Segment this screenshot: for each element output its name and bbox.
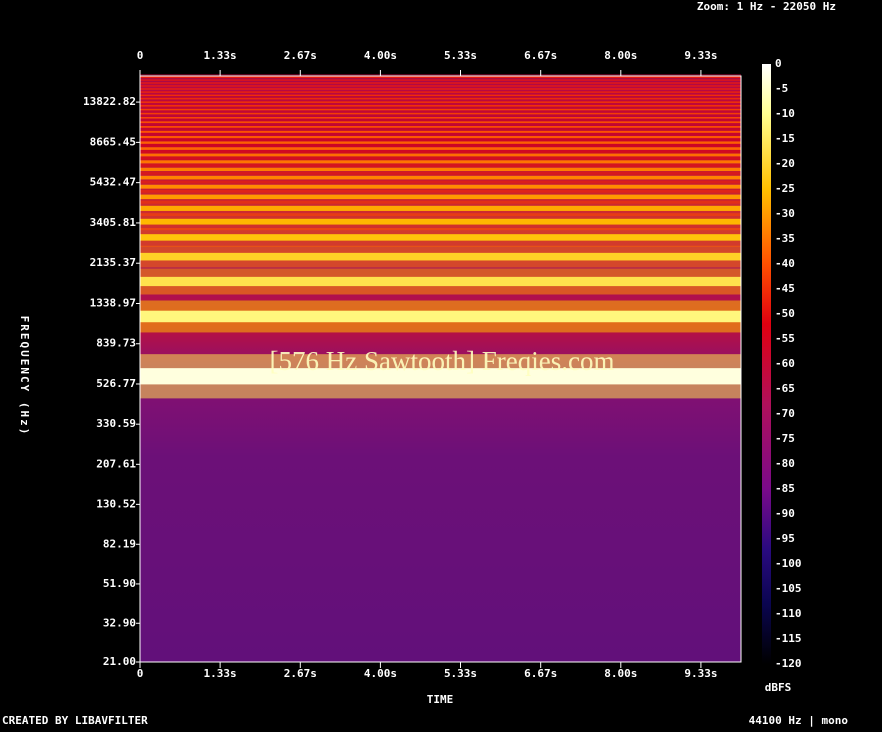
y-tick-label: 207.61 (96, 457, 136, 470)
harmonic-band (140, 175, 741, 180)
harmonic-band (140, 91, 741, 93)
harmonic-band (140, 94, 741, 96)
harmonic-band (140, 276, 741, 287)
y-tick-label: 130.52 (96, 497, 136, 510)
zoom-label: Zoom: 1 Hz - 22050 Hz (697, 0, 836, 13)
y-tick-label: 13822.82 (83, 95, 136, 108)
annotation: [576 Hz Sawtooth] Freqies.com (270, 346, 615, 376)
harmonic-band (140, 141, 741, 144)
x-tick-label-bottom: 2.67s (284, 667, 317, 680)
y-tick-label: 32.90 (103, 616, 136, 629)
harmonic-band (140, 184, 741, 189)
colorbar-tick-label: -70 (775, 407, 795, 420)
harmonic-band (140, 310, 741, 323)
plot-frame (139, 75, 742, 663)
x-tick-label-bottom: 8.00s (604, 667, 637, 680)
harmonic-bands (140, 74, 741, 399)
harmonic-band (140, 104, 741, 107)
colorbar-tick-label: -65 (775, 382, 795, 395)
x-tick-label-bottom: 9.33s (684, 667, 717, 680)
colorbar-tick-label: -110 (775, 607, 802, 620)
colorbar-tick-label: -80 (775, 457, 795, 470)
harmonic-band (140, 160, 741, 164)
y-tick-label: 51.90 (103, 577, 136, 590)
harmonic-band (140, 130, 741, 133)
harmonic-band (140, 218, 741, 225)
x-tick-label-top: 2.67s (284, 49, 317, 62)
y-tick-label: 330.59 (96, 417, 136, 430)
y-tick-label: 1338.97 (90, 296, 136, 309)
y-tick-label: 5432.47 (90, 176, 136, 189)
y-tick-label: 21.00 (103, 655, 136, 668)
harmonic-band (140, 108, 741, 111)
y-tick-label: 526.77 (96, 377, 136, 390)
colorbar-tick-label: -45 (775, 282, 795, 295)
colorbar-tick-label: -115 (775, 632, 802, 645)
colorbar-tick-label: -75 (775, 432, 795, 445)
colorbar-tick-label: -40 (775, 257, 795, 270)
colorbar-tick-label: -120 (775, 657, 802, 670)
harmonic-band (140, 205, 741, 211)
colorbar-tick-label: -60 (775, 357, 795, 370)
colorbar-tick-label: -50 (775, 307, 795, 320)
harmonic-band (140, 147, 741, 150)
colorbar-tick-label: -90 (775, 507, 795, 520)
colorbar-tick-label: -55 (775, 332, 795, 345)
y-axis-label: FREQUENCY (Hz) (18, 316, 31, 437)
colorbar-tick-label: -30 (775, 207, 795, 220)
x-tick-label-top: 0 (137, 49, 144, 62)
x-tick-label-top: 9.33s (684, 49, 717, 62)
colorbar-tick-label: -85 (775, 482, 795, 495)
harmonic-band (140, 234, 741, 241)
y-tick-label: 82.19 (103, 537, 136, 550)
harmonic-band (140, 153, 741, 157)
footer-right: 44100 Hz | mono (749, 714, 849, 727)
colorbar-tick-label: 0 (775, 57, 782, 70)
y-tick-label: 839.73 (96, 337, 136, 350)
harmonic-band (140, 252, 741, 261)
x-tick-label-top: 6.67s (524, 49, 557, 62)
y-tick-label: 2135.37 (90, 256, 136, 269)
x-tick-label-top: 5.33s (444, 49, 477, 62)
colorbar-tick-label: -100 (775, 557, 802, 570)
harmonic-band (140, 194, 741, 200)
colorbar-tick-label: -20 (775, 157, 795, 170)
x-axis-label: TIME (427, 693, 454, 706)
colorbar-tick-label: -95 (775, 532, 795, 545)
colorbar-tick-label: -105 (775, 582, 802, 595)
harmonic-band (140, 125, 741, 128)
x-tick-label-top: 4.00s (364, 49, 397, 62)
harmonic-band (140, 368, 741, 385)
x-tick-label-bottom: 4.00s (364, 667, 397, 680)
harmonic-band (140, 112, 741, 115)
x-tick-label-top: 1.33s (204, 49, 237, 62)
x-tick-label-bottom: 1.33s (204, 667, 237, 680)
colorbar-label: dBFS (765, 681, 792, 694)
colorbar-tick-label: -25 (775, 182, 795, 195)
colorbar-tick-label: -5 (775, 82, 788, 95)
colorbar-tick-label: -35 (775, 232, 795, 245)
footer-left: CREATED BY LIBAVFILTER (2, 714, 148, 727)
harmonic-band (140, 116, 741, 119)
x-tick-label-bottom: 0 (137, 667, 144, 680)
harmonic-band (140, 76, 741, 79)
x-tick-label-bottom: 6.67s (524, 667, 557, 680)
harmonic-band (140, 167, 741, 172)
x-tick-label-bottom: 5.33s (444, 667, 477, 680)
harmonic-band (140, 97, 741, 100)
y-tick-label: 3405.81 (90, 216, 137, 229)
y-tick-label: 8665.45 (90, 135, 136, 148)
harmonic-band (140, 135, 741, 139)
colorbar-tick-label: -15 (775, 132, 795, 145)
harmonic-band (140, 101, 741, 103)
colorbar-tick-label: -10 (775, 107, 795, 120)
colorbar (762, 64, 771, 664)
x-tick-label-top: 8.00s (604, 49, 637, 62)
harmonic-band (140, 121, 741, 124)
